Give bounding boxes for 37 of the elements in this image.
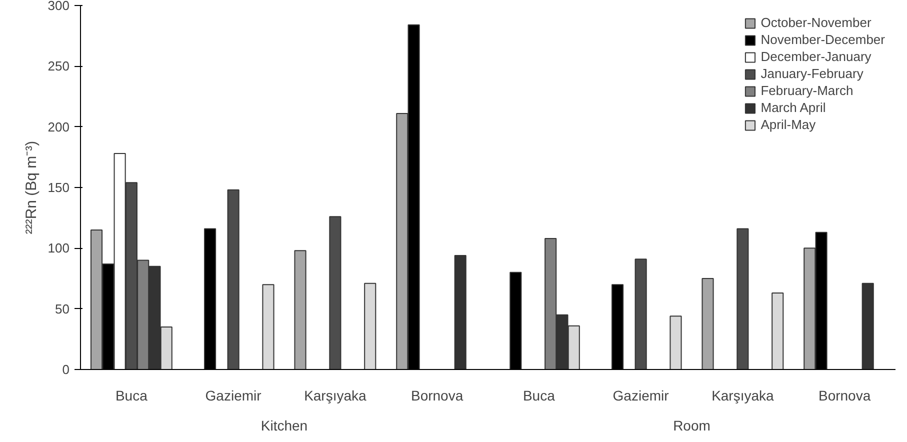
legend-label: April-May [760, 117, 816, 132]
y-tick-label: 50 [55, 301, 70, 316]
x-tick-label: Bornova [410, 388, 464, 404]
bar [862, 282, 874, 370]
bar [329, 216, 342, 370]
bar [294, 250, 306, 370]
x-tick-label: Karşıyaka [712, 388, 774, 404]
x-tick-label: Gaziemir [612, 388, 670, 404]
legend-label: March April [760, 100, 826, 115]
x-tick-label: Bornova [818, 388, 871, 404]
y-tick-label: 250 [48, 58, 70, 74]
bar [364, 282, 376, 370]
legend-label: December-January [760, 49, 872, 64]
y-tick-label: 150 [48, 180, 70, 195]
y-tick-label: 0 [62, 362, 70, 377]
legend-label: November-December [760, 32, 885, 47]
x-tick-label: Buca [522, 388, 556, 404]
legend-label: January-February [760, 66, 864, 81]
bar [702, 278, 714, 370]
y-tick-label: 100 [48, 240, 70, 256]
legend-label: October-November [760, 15, 872, 30]
x-tick-label: Buca [115, 388, 148, 404]
bar [670, 316, 682, 370]
bar [736, 228, 749, 370]
bar [262, 284, 274, 370]
bar [454, 254, 466, 370]
bar [634, 258, 647, 370]
bar [227, 189, 240, 370]
y-axis-title: ²²²Rn (Bq m⁻³) [22, 140, 40, 234]
x-tick-label: Gaziemir [205, 388, 262, 404]
y-tick-label: 200 [48, 119, 70, 134]
legend-label: February-March [760, 83, 854, 98]
text: Room [673, 418, 710, 434]
bar [772, 292, 784, 370]
x-tick-label: Karşıyaka [304, 388, 367, 404]
y-tick-label: 300 [48, 0, 70, 13]
text: Kitchen [260, 418, 308, 434]
